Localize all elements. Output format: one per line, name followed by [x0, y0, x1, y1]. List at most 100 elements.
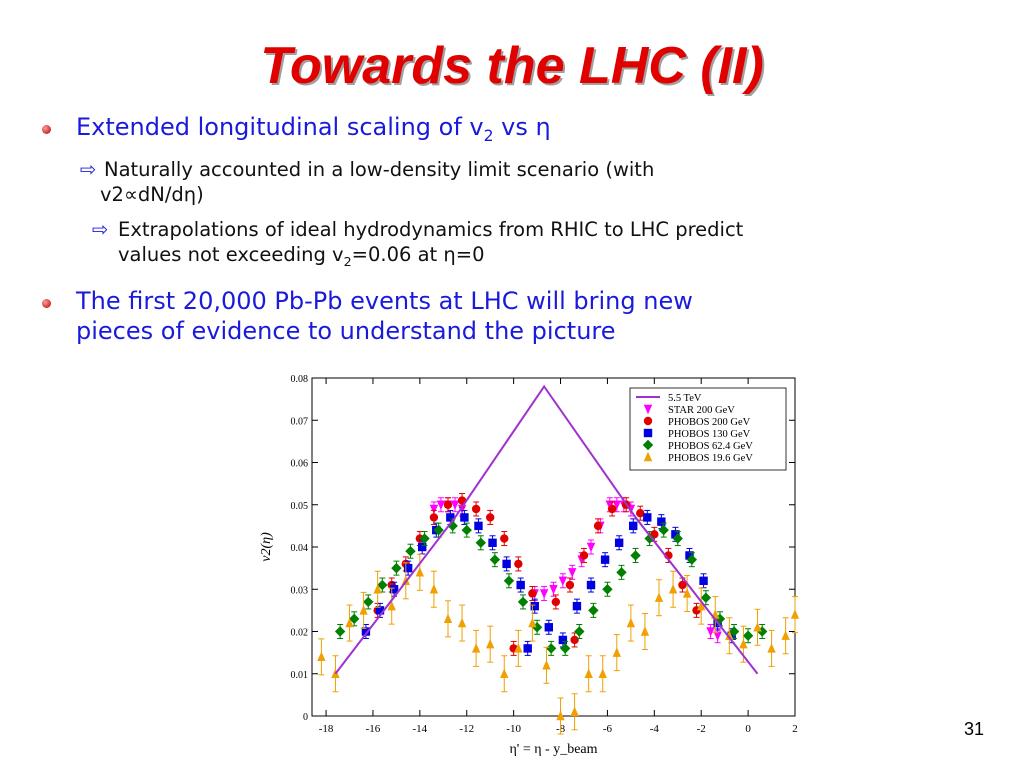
data-point: [584, 668, 593, 678]
data-point: [678, 580, 687, 590]
y-tick-label: 0: [303, 712, 308, 723]
data-point: [429, 504, 439, 515]
data-point: [728, 626, 740, 637]
x-tick-label: -18: [319, 723, 334, 735]
data-point: [636, 509, 645, 518]
subbullet-text-after: =0.06 at η=0: [351, 242, 485, 266]
x-tick-label: -6: [603, 723, 613, 735]
data-point: [570, 706, 579, 716]
data-point: [629, 521, 638, 531]
data-point: [549, 585, 558, 595]
data-point: [450, 500, 460, 510]
data-point: [727, 631, 736, 640]
data-point: [528, 617, 537, 628]
data-point: [405, 546, 416, 557]
data-point: [417, 542, 427, 552]
legend-swatch: [643, 451, 653, 462]
data-point: [614, 538, 624, 547]
data-point: [345, 617, 354, 628]
bullet-dot-icon: [42, 125, 51, 134]
data-point: [586, 542, 596, 553]
data-point: [373, 584, 382, 594]
slide-title: Towards the LHC (II): [260, 37, 764, 95]
data-point: [598, 668, 607, 678]
data-point: [556, 710, 565, 721]
data-point: [523, 644, 532, 653]
data-point: [626, 617, 636, 628]
data-point: [443, 613, 453, 624]
data-point: [375, 606, 385, 615]
y-tick-label: 0.06: [291, 459, 309, 470]
data-point: [725, 630, 734, 640]
data-point: [514, 559, 523, 569]
data-point: [588, 605, 599, 616]
y-axis-label: v2(η): [259, 532, 274, 562]
x-tick-label: -2: [697, 723, 706, 735]
data-point: [474, 521, 483, 531]
bullet-text-after: vs η: [493, 113, 551, 141]
data-point: [475, 537, 487, 548]
data-point: [389, 585, 399, 594]
bullet-pbpb-events: The first 20,000 Pb-Pb events at LHC wil…: [40, 286, 1000, 346]
data-point: [612, 500, 622, 510]
data-point: [530, 601, 539, 611]
data-point: [565, 580, 575, 590]
data-point: [391, 562, 402, 574]
data-point: [359, 605, 368, 615]
data-point: [742, 630, 754, 641]
legend-label: 5.5 TeV: [668, 393, 702, 404]
data-point: [612, 647, 622, 657]
data-point: [706, 627, 715, 637]
data-point: [568, 568, 577, 578]
data-point: [551, 597, 561, 607]
data-point: [488, 538, 497, 547]
data-point: [514, 643, 523, 653]
y-tick-label: 0.07: [291, 416, 309, 427]
legend-label: PHOBOS 130 GeV: [668, 429, 751, 440]
y-tick-label: 0.08: [291, 374, 309, 385]
data-point: [753, 622, 762, 632]
data-point: [586, 580, 596, 590]
data-point: [485, 513, 495, 522]
legend-box: [629, 387, 787, 471]
data-point: [671, 530, 680, 539]
y-tick-label: 0.01: [291, 670, 309, 681]
data-point: [739, 638, 748, 649]
data-point: [471, 643, 481, 653]
x-tick-label: -12: [459, 723, 474, 735]
page-number: 31: [963, 719, 984, 739]
x-tick-label: -14: [413, 723, 428, 735]
data-point: [602, 584, 613, 595]
data-point: [544, 623, 554, 632]
data-point: [657, 517, 666, 526]
arrow-icon: ⇨: [80, 157, 97, 181]
data-point: [607, 504, 617, 514]
data-point: [574, 626, 585, 637]
data-point: [756, 626, 768, 637]
data-point: [685, 551, 694, 560]
x-tick-label: -10: [506, 723, 521, 735]
legend-swatch: [642, 439, 654, 451]
data-point: [542, 660, 551, 670]
legend-swatch: [643, 416, 653, 426]
data-point: [682, 588, 692, 598]
y-tick-label: 0.05: [291, 501, 309, 512]
data-point: [531, 622, 543, 633]
data-point: [415, 567, 425, 577]
x-tick-label: 2: [792, 723, 798, 735]
data-point: [429, 584, 439, 594]
data-point: [668, 584, 678, 594]
arrow-icon: ⇨: [92, 217, 109, 241]
data-point: [781, 630, 790, 640]
x-tick-label: -4: [650, 723, 660, 735]
x-axis-label: η' = η - y_beam: [509, 742, 597, 757]
data-point: [643, 513, 652, 522]
subbullet-line: v2∝dN/dη): [100, 182, 204, 206]
data-point: [713, 631, 722, 641]
x-tick-label: 0: [745, 723, 751, 735]
data-point: [593, 521, 603, 531]
data-point: [460, 513, 469, 522]
y-tick-label: 0.03: [291, 585, 309, 596]
data-point: [502, 559, 511, 569]
legend-swatch: [643, 404, 653, 415]
